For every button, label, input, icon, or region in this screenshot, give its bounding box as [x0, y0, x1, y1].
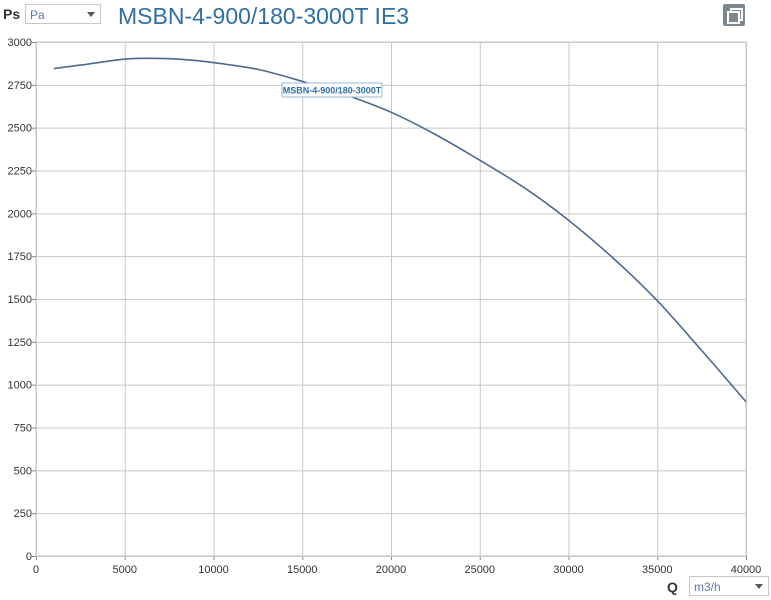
x-tick-label: 15000 [287, 564, 318, 576]
y-tick-label: 2000 [8, 208, 32, 220]
pressure-unit-value: Pa [30, 8, 45, 22]
chart-title: MSBN-4-900/180-3000T IE3 [118, 3, 410, 29]
y-tick-label: 2250 [8, 166, 32, 178]
y-tick-label: 750 [14, 423, 32, 435]
y-tick-label: 0 [26, 551, 32, 563]
y-tick-label: 1750 [8, 251, 32, 263]
x-tick-label: 20000 [376, 564, 407, 576]
copy-icon-front [727, 11, 740, 24]
y-tick-label: 1000 [8, 380, 32, 392]
copy-button[interactable] [723, 4, 745, 26]
series-curve[interactable] [53, 57, 747, 403]
x-tick-label: 0 [33, 564, 39, 576]
y-tick-label: 3000 [8, 37, 32, 49]
y-axis-quantity-label: Ps [3, 6, 21, 22]
x-tick-label: 30000 [553, 564, 584, 576]
flow-unit-select[interactable]: m3/h [689, 576, 769, 596]
series-label-box [281, 82, 383, 98]
chevron-down-icon [87, 12, 95, 17]
y-tick-label: 2500 [8, 123, 32, 135]
x-tick-label: 25000 [464, 564, 495, 576]
x-tick-label: 35000 [642, 564, 673, 576]
x-tick-label: 10000 [198, 564, 229, 576]
chevron-down-icon [755, 584, 763, 589]
x-tick-label: 5000 [113, 564, 137, 576]
flow-unit-value: m3/h [694, 580, 721, 594]
y-tick-label: 250 [14, 508, 32, 520]
x-tick-label: 40000 [731, 564, 762, 576]
y-tick-label: 1250 [8, 337, 32, 349]
y-tick-label: 2750 [8, 80, 32, 92]
pressure-unit-select[interactable]: Pa [25, 4, 101, 24]
y-tick-label: 500 [14, 465, 32, 477]
series-label: MSBN-4-900/180-3000T [283, 86, 382, 96]
y-tick-label: 1500 [8, 294, 32, 306]
x-axis-quantity-label: Q [667, 579, 678, 595]
